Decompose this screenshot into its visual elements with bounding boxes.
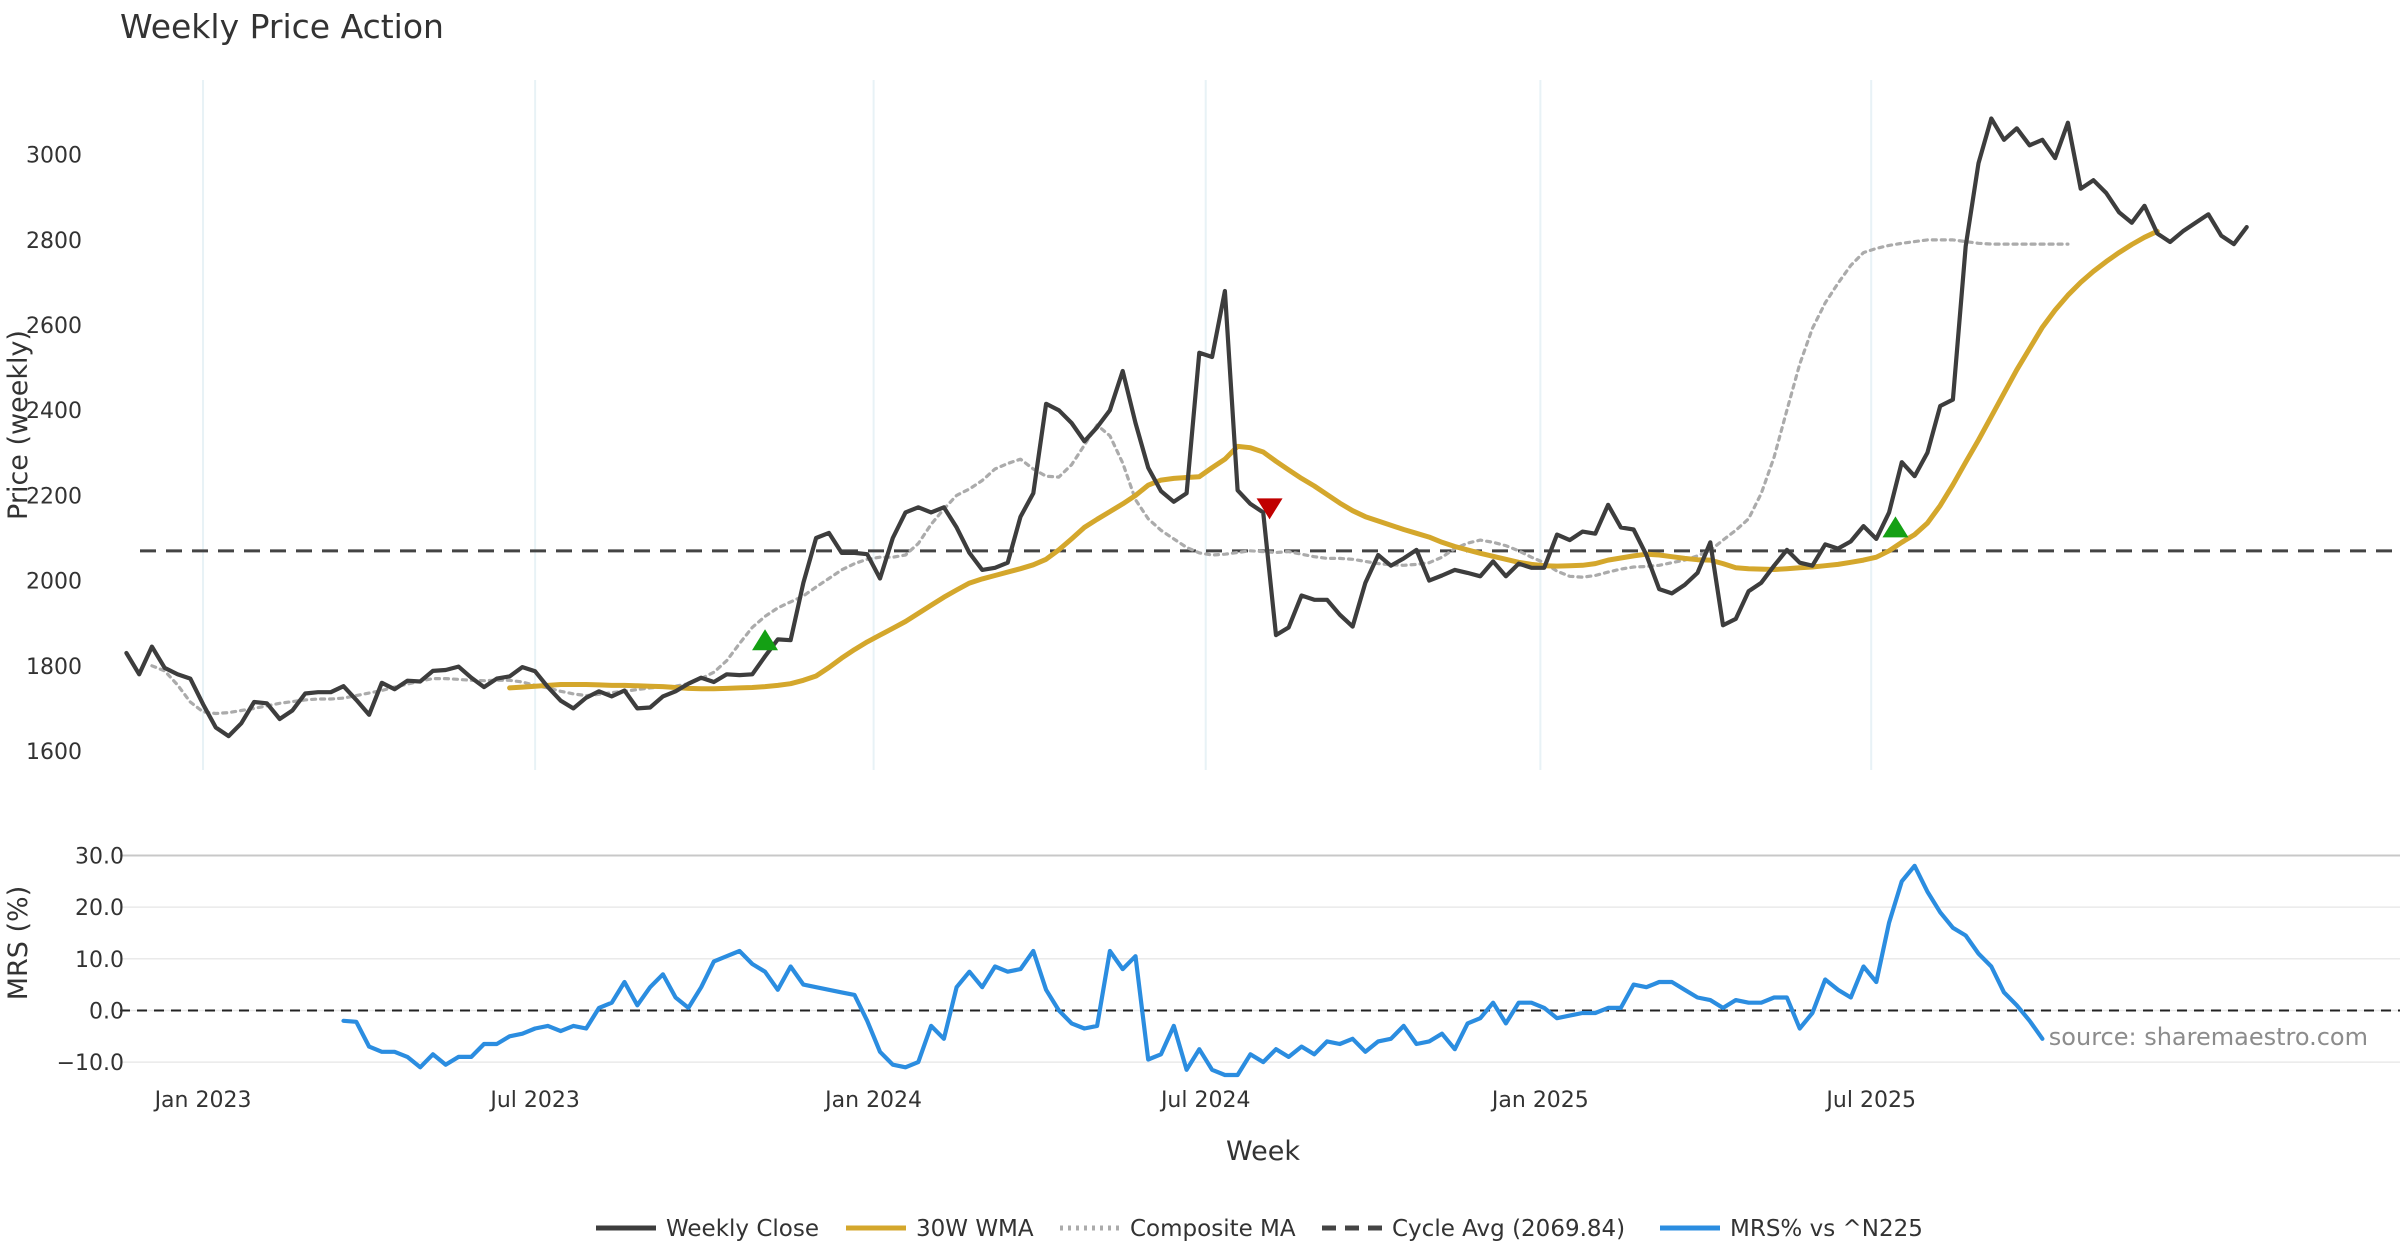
legend: Weekly Close 30W WMA Composite MA Cycle Avg… (596, 1216, 1923, 1242)
mrs-axis-title: MRS (%) (3, 886, 34, 1001)
x-tick-label: Jul 2024 (1159, 1088, 1251, 1113)
x-tick-label: Jan 2024 (823, 1088, 922, 1113)
mrs-panel-grid (120, 854, 2400, 1063)
mrs-y-tick-label: 20.0 (75, 896, 124, 921)
chart-title: Weekly Price Action (120, 7, 444, 46)
legend-label-wma: 30W WMA (916, 1216, 1034, 1242)
price-y-tick-label: 2000 (26, 570, 82, 595)
x-axis-title: Week (1226, 1136, 1300, 1167)
price-panel-grid (202, 80, 1873, 770)
price-panel-series (124, 116, 2400, 739)
axis-labels: Jan 2023 Jul 2023 Jan 2024 Jul 2024 Jan 2025… (26, 144, 1916, 1113)
mrs-y-tick-label: 0.0 (89, 999, 124, 1024)
source-annotation: source: sharemaestro.com (2049, 1023, 2368, 1051)
mrs-line (341, 863, 2045, 1078)
composite-ma-line (150, 238, 2070, 716)
price-y-tick-label: 3000 (26, 144, 82, 169)
wma-30w-line (507, 228, 2160, 692)
legend-label-cycle: Cycle Avg (2069.84) (1392, 1216, 1625, 1242)
x-tick-label: Jul 2023 (488, 1088, 580, 1113)
price-y-tick-label: 2200 (26, 484, 82, 509)
signal-markers (752, 498, 1909, 651)
buy-signal-marker (1882, 516, 1909, 538)
price-y-tick-label: 2800 (26, 229, 82, 254)
x-tick-label: Jul 2025 (1824, 1088, 1916, 1113)
mrs-y-tick-label: 10.0 (75, 948, 124, 973)
sell-signal-marker (1256, 498, 1283, 520)
legend-label-mrs: MRS% vs ^N225 (1730, 1216, 1923, 1242)
mrs-y-tick-label: −10.0 (57, 1051, 124, 1076)
price-y-tick-label: 2600 (26, 314, 82, 339)
legend-label-composite: Composite MA (1130, 1216, 1296, 1242)
buy-signal-marker (752, 629, 779, 651)
legend-label-close: Weekly Close (666, 1216, 819, 1242)
mrs-y-tick-label: 30.0 (75, 844, 124, 869)
price-y-tick-label: 1800 (26, 655, 82, 680)
x-tick-label: Jan 2025 (1490, 1088, 1589, 1113)
price-axis-title: Price (weekly) (3, 330, 34, 520)
price-y-tick-label: 2400 (26, 399, 82, 424)
x-tick-label: Jan 2023 (153, 1088, 252, 1113)
mrs-panel-series (341, 863, 2045, 1078)
weekly-close-line (124, 116, 2249, 739)
price-y-tick-label: 1600 (26, 740, 82, 765)
